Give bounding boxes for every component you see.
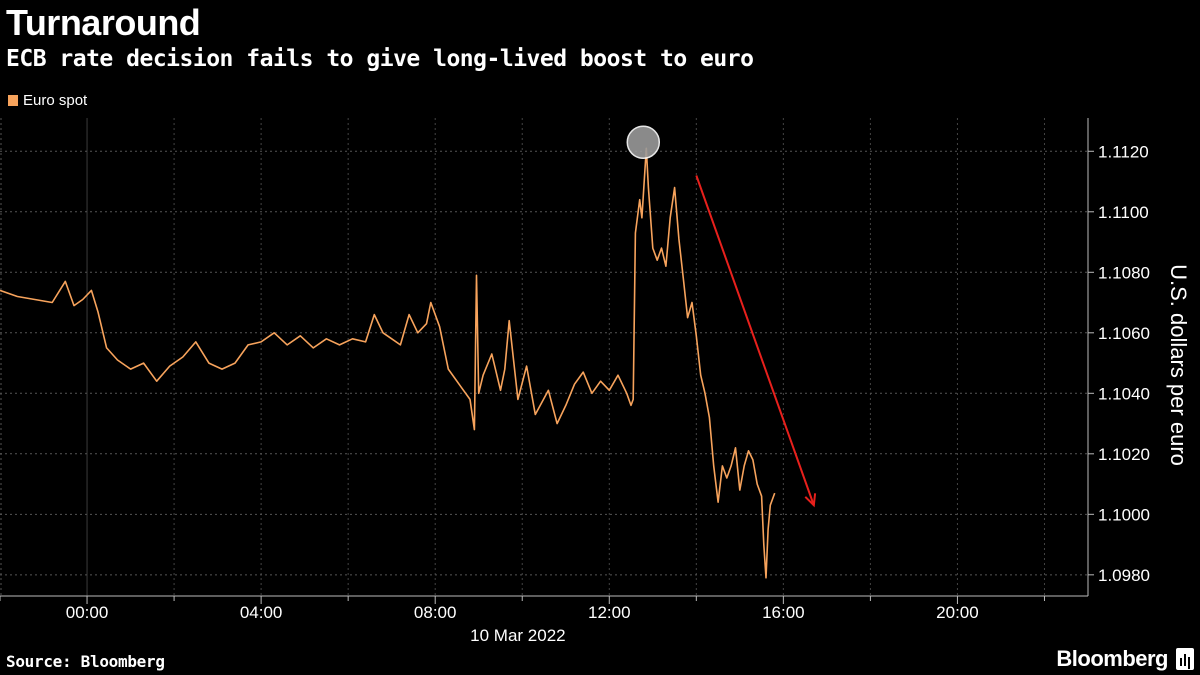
legend: Euro spot	[8, 92, 87, 109]
chart-title: Turnaround	[6, 2, 201, 43]
y-tick-label: 1.1080	[1098, 263, 1150, 282]
y-axis-label: U.S. dollars per euro	[1166, 264, 1191, 466]
legend-swatch	[8, 95, 18, 106]
x-tick-label: 04:00	[240, 603, 283, 622]
y-tick-label: 1.1120	[1098, 142, 1149, 161]
x-axis-label: 10 Mar 2022	[470, 626, 565, 645]
x-tick-label: 16:00	[762, 603, 805, 622]
x-tick-label: 08:00	[414, 603, 457, 622]
x-tick-label: 00:00	[66, 603, 109, 622]
legend-label: Euro spot	[23, 92, 88, 109]
x-tick-label: 12:00	[588, 603, 631, 622]
y-tick-label: 1.1040	[1098, 384, 1150, 403]
y-tick-label: 1.1000	[1098, 505, 1150, 524]
brand-logo: Bloomberg	[1056, 646, 1168, 671]
trend-arrow	[695, 175, 815, 506]
peak-marker	[626, 125, 661, 160]
trend-arrow-head	[804, 493, 817, 508]
source-note: Source: Bloomberg	[6, 652, 165, 671]
series-line-euro-spot	[0, 147, 776, 579]
chart-subtitle: ECB rate decision fails to give long-liv…	[6, 46, 754, 72]
y-tick-label: 1.1100	[1098, 203, 1149, 222]
y-tick-label: 1.1020	[1098, 445, 1150, 464]
y-tick-label: 1.0980	[1098, 566, 1150, 585]
bloomberg-chart-icon	[1176, 648, 1194, 670]
y-tick-label: 1.1060	[1098, 324, 1150, 343]
x-tick-label: 20:00	[936, 603, 979, 622]
